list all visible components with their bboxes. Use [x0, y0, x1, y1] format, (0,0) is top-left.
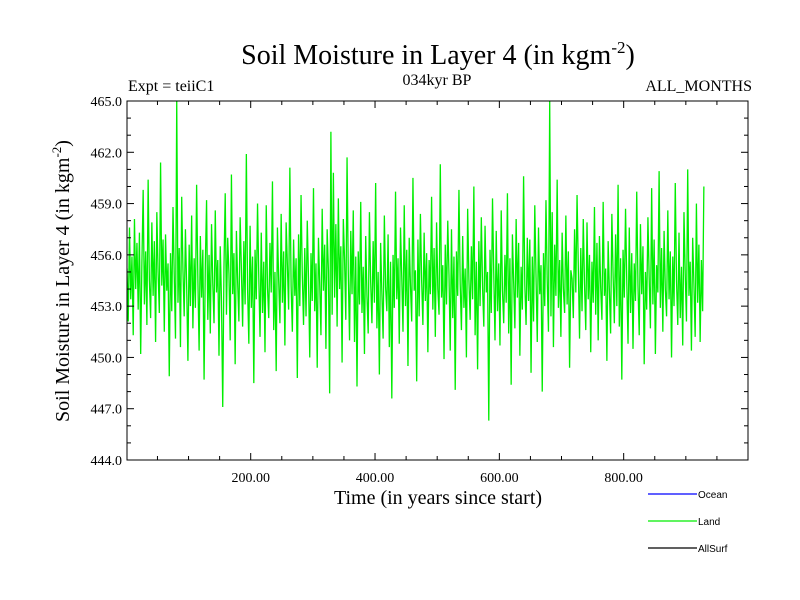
x-tick-label: 200.00 [231, 471, 270, 486]
x-tick-label: 600.00 [480, 471, 519, 486]
y-tick-label: 465.0 [91, 95, 123, 110]
subtitle-left: Expt = teiiC1 [128, 78, 214, 95]
y-tick-label: 459.0 [91, 198, 123, 213]
y-tick-label: 447.0 [91, 403, 123, 418]
legend-label-land: Land [698, 517, 720, 528]
legend-label-allsurf: AllSurf [698, 544, 728, 555]
chart-title: Soil Moisture in Layer 4 (in kgm-2) [241, 38, 635, 71]
x-axis-label: Time (in years since start) [334, 487, 542, 509]
y-axis-label: Soil Moisture in Layer 4 (in kgm-2) [49, 140, 74, 422]
x-tick-label: 800.00 [604, 471, 643, 486]
series-line-land [127, 101, 705, 421]
subtitle-center: 034kyr BP [403, 72, 472, 89]
subtitle-right: ALL_MONTHS [645, 78, 752, 95]
y-tick-label: 450.0 [91, 351, 123, 366]
legend-label-ocean: Ocean [698, 490, 727, 501]
y-tick-label: 456.0 [91, 249, 123, 264]
y-tick-label: 462.0 [91, 146, 123, 161]
y-tick-label: 444.0 [91, 454, 123, 469]
y-tick-label: 453.0 [91, 300, 123, 315]
plot-area: 444.0 447.0 450.0 453.0 456.0 459.0 462.0 465.0… [91, 95, 749, 486]
x-tick-label: 400.00 [356, 471, 395, 486]
legend: Ocean Land AllSurf [648, 490, 728, 555]
